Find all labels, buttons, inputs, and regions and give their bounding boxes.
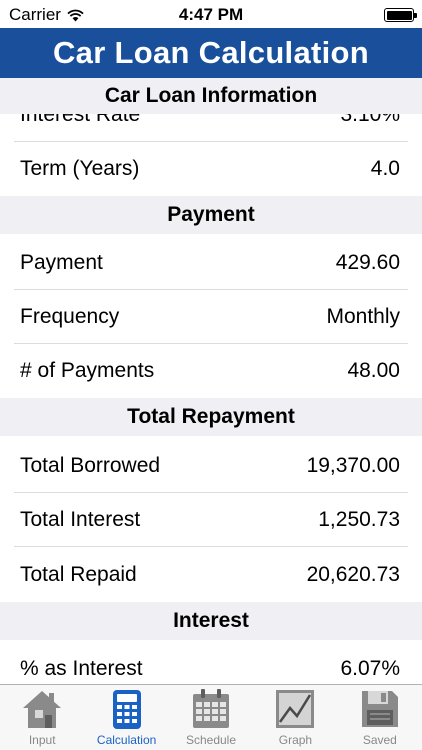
tab-label: Input — [28, 733, 56, 747]
row-payment: Payment 429.60 — [0, 236, 422, 290]
row-value: 20,620.73 — [306, 563, 400, 586]
tab-graph[interactable]: Graph — [253, 685, 337, 750]
row-total-borrowed: Total Borrowed 19,370.00 — [0, 439, 422, 493]
section-header-interest: Interest — [0, 602, 422, 640]
row-total-repaid: Total Repaid 20,620.73 — [0, 548, 422, 602]
clock: 4:47 PM — [178, 5, 244, 24]
floppy-disk-icon — [358, 687, 402, 731]
battery-fill — [386, 10, 412, 20]
section-header-total-repayment: Total Repayment — [0, 398, 422, 436]
tab-label: Calculation — [96, 733, 157, 747]
section-header-payment: Payment — [0, 196, 422, 234]
section-header-label: Car Loan Information — [104, 84, 318, 107]
tab-saved[interactable]: Saved — [338, 685, 422, 750]
row-frequency: Frequency Monthly — [0, 290, 422, 344]
tab-calculation[interactable]: Calculation — [84, 685, 168, 750]
tab-label: Saved — [362, 733, 397, 747]
row-value: 4.0 — [370, 157, 400, 180]
status-bar: Carrier 4:47 PM — [0, 0, 422, 28]
row-term-years: Term (Years) 4.0 — [0, 142, 422, 196]
row-label: Total Interest — [20, 508, 141, 531]
row-label: Frequency — [20, 305, 120, 328]
page-title: Car Loan Calculation — [52, 35, 370, 70]
row-label: Payment — [20, 251, 103, 274]
title-bar: Car Loan Calculation — [0, 28, 422, 78]
row-number-of-payments: # of Payments 48.00 — [0, 344, 422, 398]
tab-bar: Input Calculation — [0, 684, 422, 750]
carrier-indicator: Carrier — [9, 5, 84, 25]
row-value: 1,250.73 — [318, 508, 400, 531]
row-label: Term (Years) — [20, 157, 140, 180]
calculator-icon — [105, 687, 149, 731]
wifi-icon — [67, 9, 84, 21]
row-value: Monthly — [326, 305, 400, 328]
row-value: 48.00 — [347, 359, 400, 382]
row-percent-as-interest: % as Interest 6.07% — [0, 642, 422, 684]
row-value: 429.60 — [335, 251, 400, 274]
tab-label: Schedule — [185, 733, 237, 747]
row-label: Total Repaid — [20, 563, 137, 586]
line-graph-icon — [273, 687, 317, 731]
tab-schedule[interactable]: Schedule — [169, 685, 253, 750]
tab-input[interactable]: Input — [0, 685, 84, 750]
results-table[interactable]: Car Loan Information Interest Rate 3.10%… — [0, 78, 422, 684]
row-value: 6.07% — [340, 657, 400, 680]
calendar-icon — [189, 687, 233, 731]
house-icon — [20, 687, 64, 731]
row-label: Total Borrowed — [20, 454, 161, 477]
row-label: % as Interest — [20, 657, 143, 680]
row-total-interest: Total Interest 1,250.73 — [0, 493, 422, 547]
row-label: # of Payments — [20, 359, 155, 382]
battery-icon — [384, 8, 417, 22]
section-header-car-loan-info-overlay: Car Loan Information — [0, 78, 422, 114]
tab-label: Graph — [278, 733, 313, 747]
battery-nub — [414, 13, 417, 18]
carrier-label: Carrier — [9, 5, 61, 24]
row-value: 19,370.00 — [306, 454, 400, 477]
